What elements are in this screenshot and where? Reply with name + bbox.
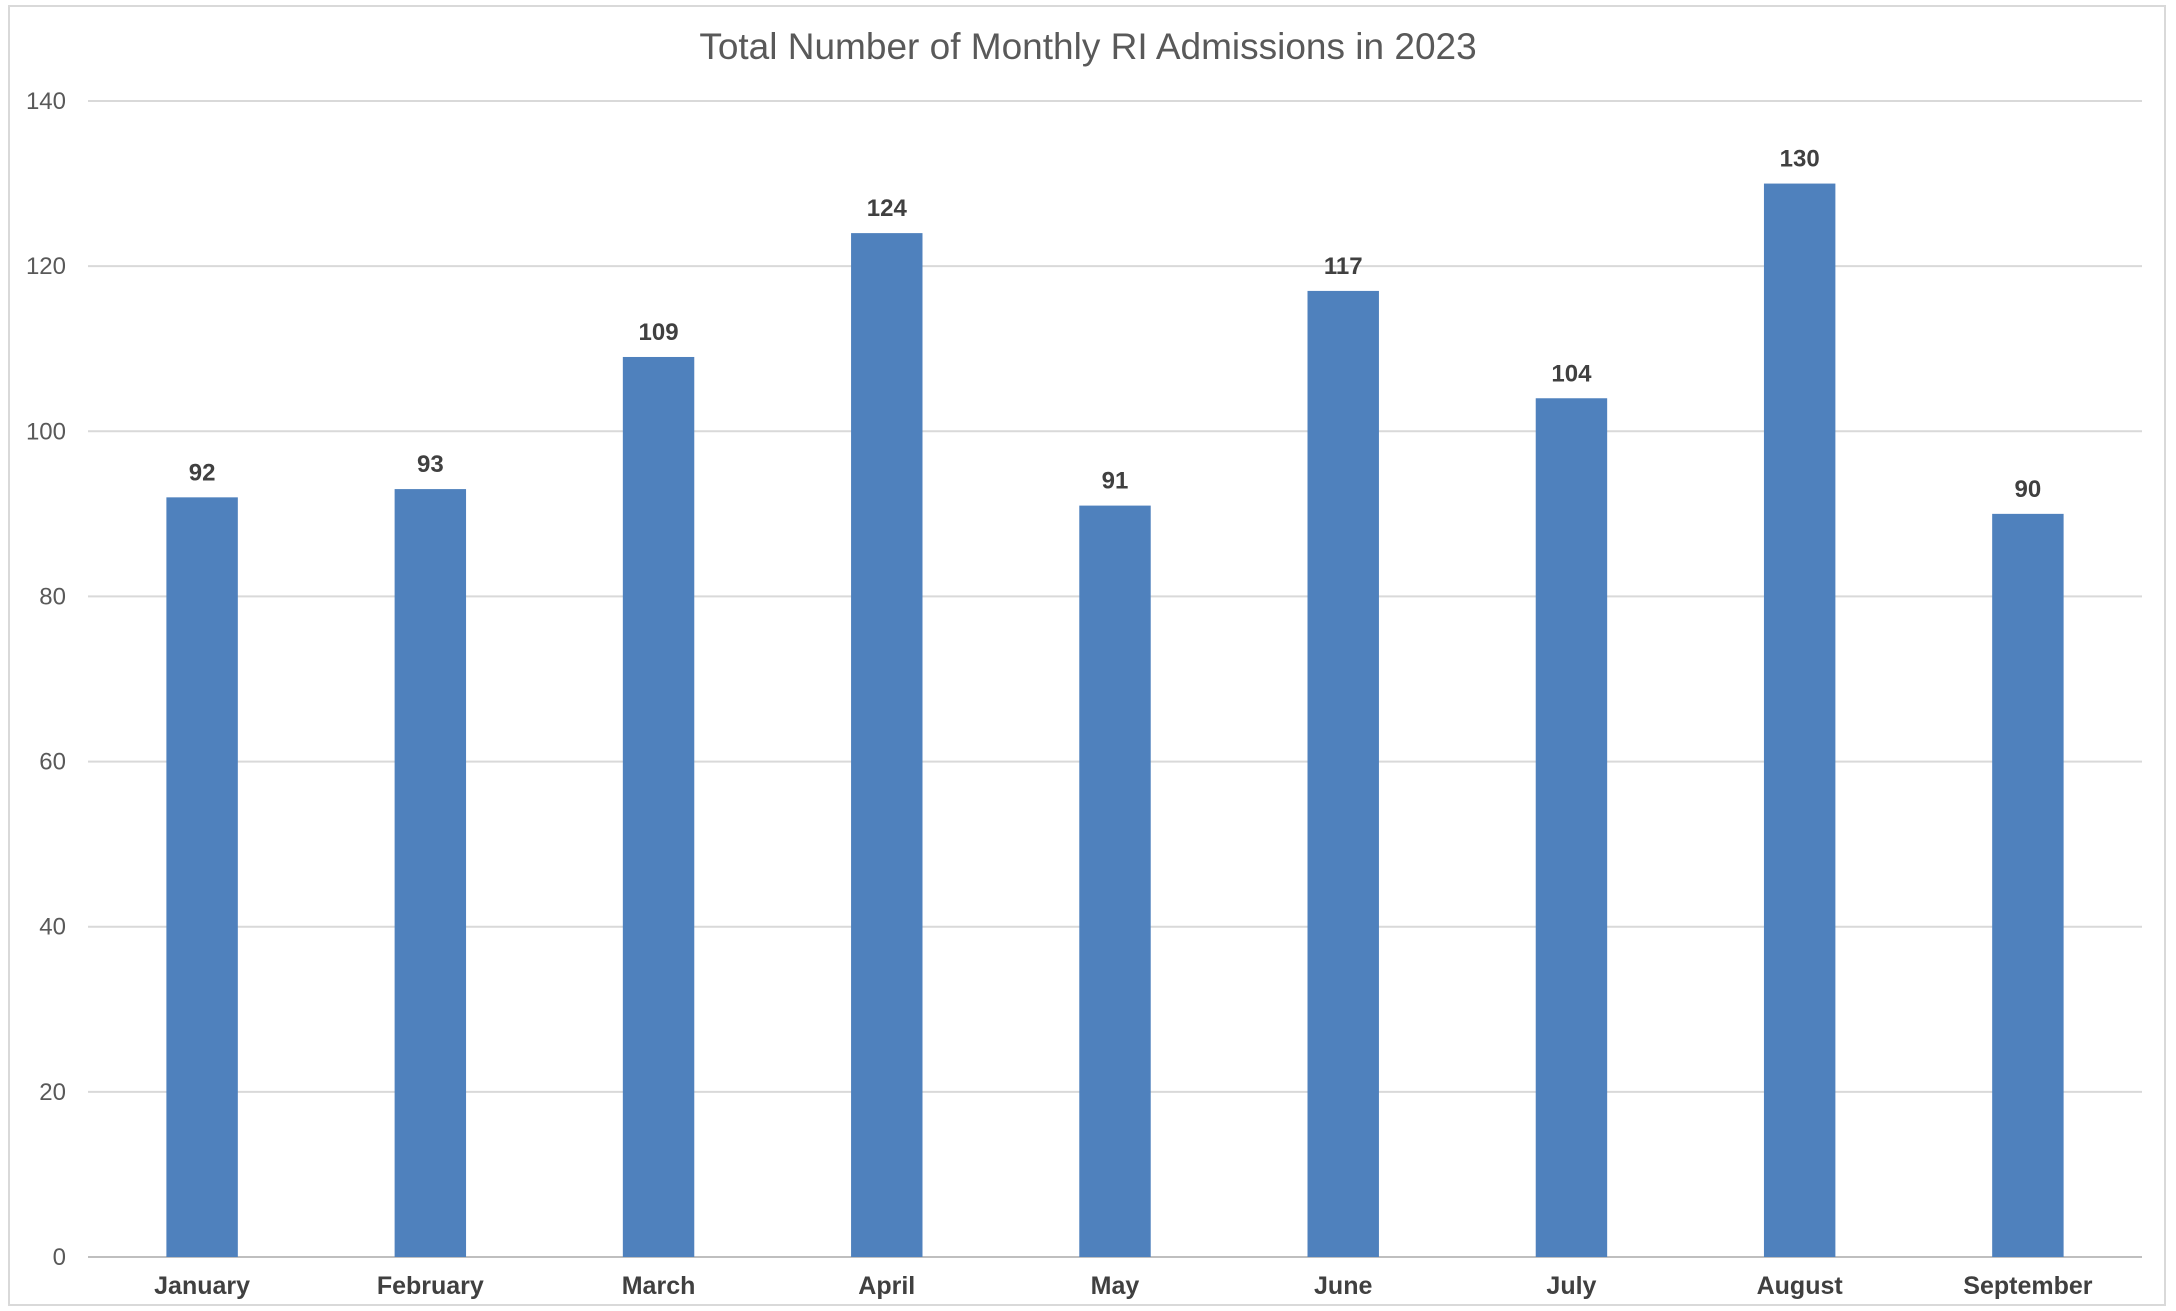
data-label: 91	[1102, 468, 1129, 495]
y-tick-label: 100	[26, 418, 66, 445]
data-label: 109	[639, 319, 679, 346]
bar-june	[1307, 290, 1379, 1257]
y-tick-label: 120	[26, 253, 66, 280]
y-tick-label: 0	[53, 1244, 66, 1271]
bar-september	[1992, 513, 2064, 1257]
bar-july	[1535, 398, 1608, 1257]
y-axis: 0 20 40 60 80 100 120 140	[26, 88, 66, 1271]
chart-title: Total Number of Monthly RI Admissions in…	[699, 26, 1476, 67]
y-tick-label: 80	[39, 583, 66, 610]
x-tick-label: August	[1757, 1272, 1844, 1300]
x-tick-label: January	[154, 1272, 250, 1300]
x-axis: January February March April May June July Augu…	[154, 1272, 2093, 1300]
x-tick-label: June	[1314, 1272, 1372, 1300]
x-tick-label: September	[1963, 1272, 2092, 1300]
y-tick-label: 60	[39, 749, 66, 776]
y-tick-label: 40	[39, 914, 66, 941]
x-tick-label: March	[622, 1272, 696, 1300]
bar-january	[166, 497, 238, 1257]
data-label: 124	[867, 195, 908, 222]
data-label: 117	[1324, 253, 1363, 280]
bar-august	[1763, 183, 1836, 1258]
bars	[166, 183, 2064, 1258]
x-tick-label: February	[377, 1272, 484, 1300]
data-label: 130	[1780, 146, 1820, 173]
bar-april	[851, 233, 923, 1258]
y-tick-label: 140	[26, 88, 66, 115]
x-tick-label: April	[858, 1272, 915, 1300]
x-tick-label: July	[1546, 1272, 1596, 1300]
bar-february	[394, 489, 467, 1258]
data-label: 90	[2015, 476, 2042, 503]
data-label: 93	[417, 451, 444, 478]
data-labels: 92 93 109 124 91 117 104 130 90	[189, 146, 2041, 503]
bar-may	[1079, 505, 1151, 1258]
data-label: 104	[1551, 360, 1592, 387]
bar-march	[622, 356, 695, 1257]
y-tick-label: 20	[39, 1079, 66, 1106]
x-tick-label: May	[1091, 1272, 1140, 1300]
data-label: 92	[189, 459, 216, 486]
